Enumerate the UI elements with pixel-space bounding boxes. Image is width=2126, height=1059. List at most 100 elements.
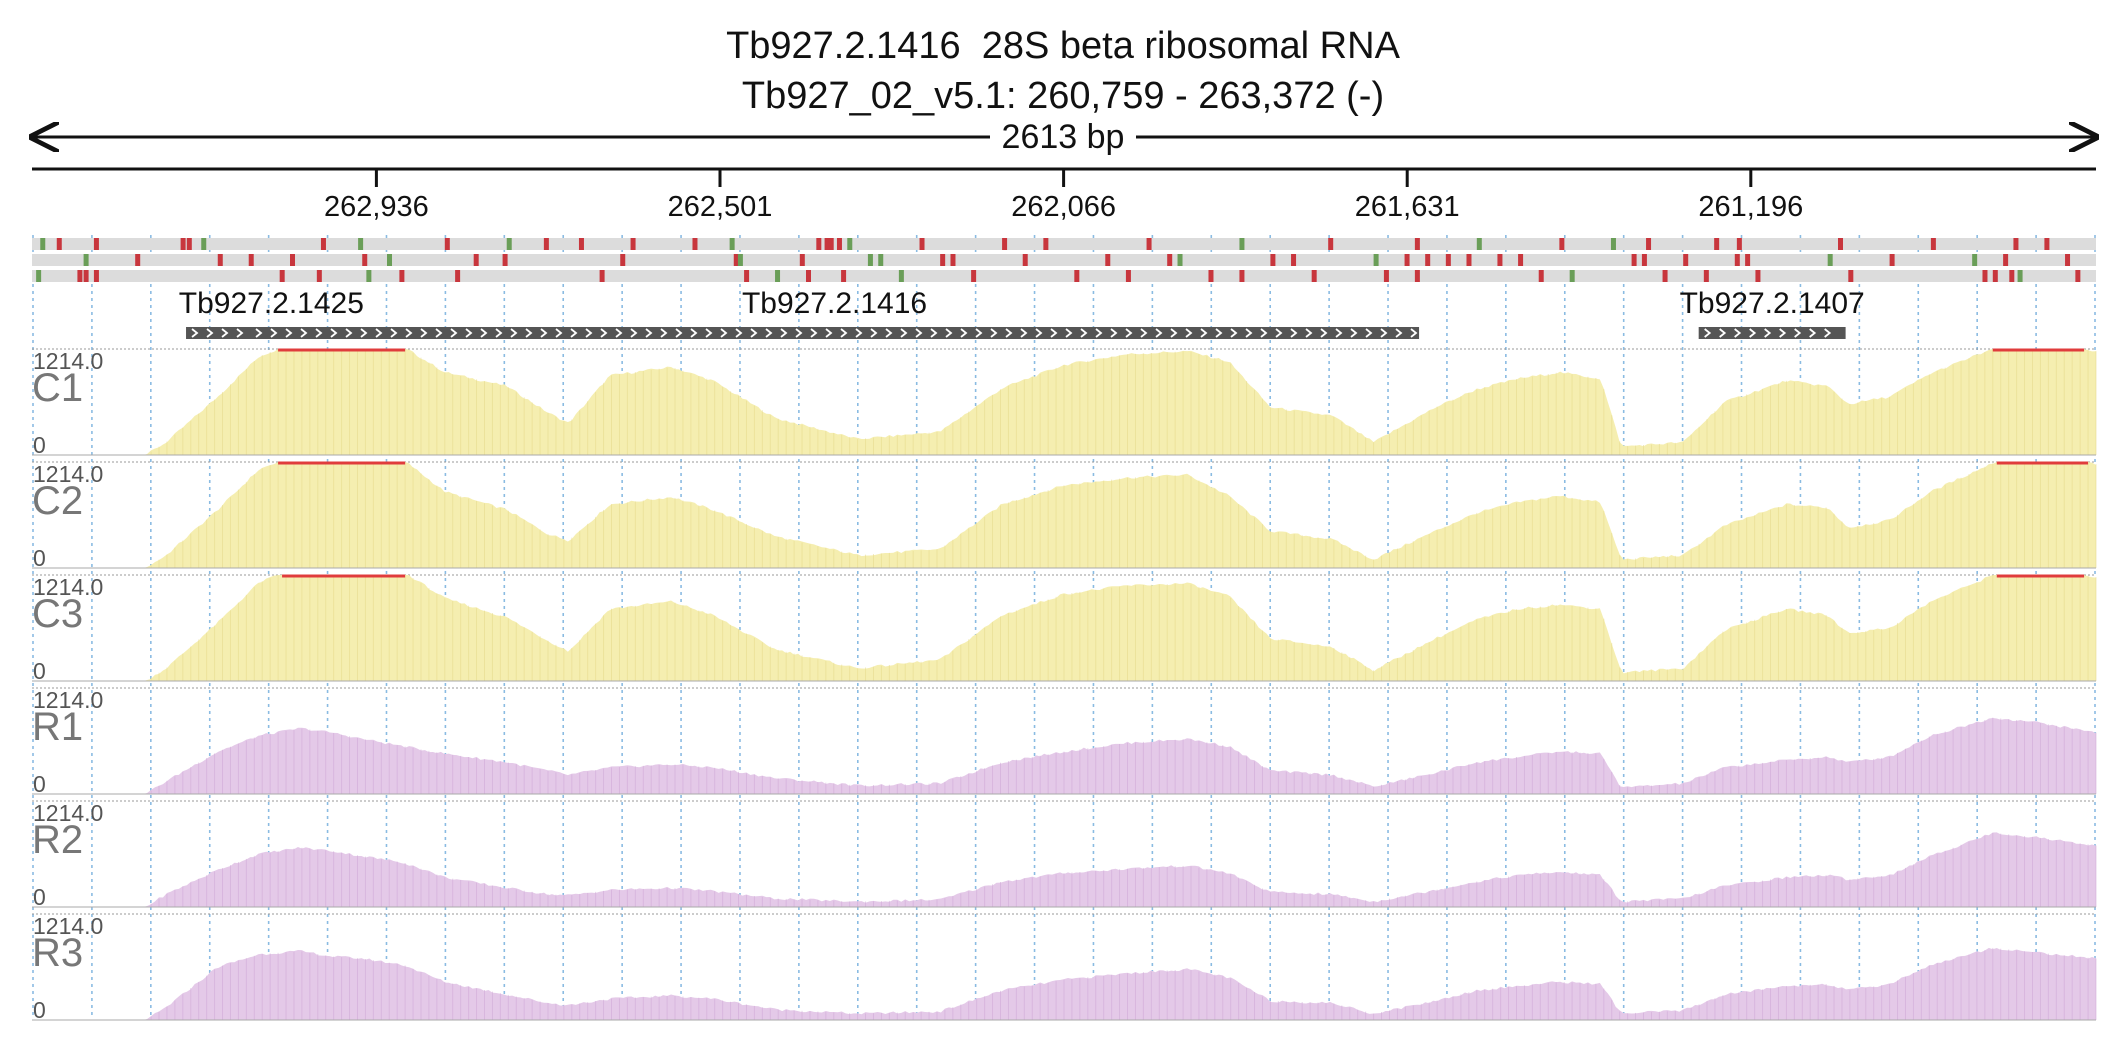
variant-mark	[1425, 254, 1431, 266]
variant-mark	[248, 254, 254, 266]
variant-mark	[799, 254, 805, 266]
gene-feature[interactable]: Tb927.2.1407	[1680, 287, 1865, 339]
variant-mark	[1291, 254, 1297, 266]
coordinate-axis: 262,936 262,501 262,066 261,631 261,196	[32, 167, 2096, 223]
variant-mark	[217, 254, 223, 266]
variant-mark	[878, 254, 884, 266]
gene-track: Tb927.2.1425 Tb927.2.1416 Tb927.2.1407	[179, 287, 1865, 339]
variant-mark	[358, 238, 364, 250]
variant-mark	[1125, 270, 1131, 282]
coverage-bar-lines	[150, 349, 2097, 455]
variant-mark	[2017, 270, 2023, 282]
variant-mark	[1022, 254, 1028, 266]
variant-mark	[1404, 254, 1410, 266]
track-name: R2	[32, 818, 83, 862]
coverage-bar-lines	[150, 717, 2097, 794]
variant-mark	[366, 270, 372, 282]
variant-mark	[1745, 254, 1751, 266]
variant-mark	[2075, 270, 2081, 282]
variant-mark	[473, 254, 479, 266]
variant-mark	[1105, 254, 1111, 266]
track-min-label: 0	[33, 432, 46, 458]
variant-mark	[320, 238, 326, 250]
variant-mark	[898, 270, 904, 282]
variant-mark	[135, 254, 141, 266]
gene-label: Tb927.2.1416	[742, 287, 927, 320]
variant-mark	[1838, 238, 1843, 250]
variant-mark	[729, 238, 735, 250]
variant-mark	[83, 254, 89, 266]
variant-mark	[2044, 238, 2050, 250]
variant-mark	[1736, 238, 1742, 250]
variant-mark	[1311, 270, 1317, 282]
variant-mark	[2003, 254, 2009, 266]
variant-mark	[40, 238, 46, 250]
variant-mark	[1146, 238, 1152, 250]
variant-mark	[387, 254, 393, 266]
variant-mark	[93, 270, 99, 282]
variant-mark	[1414, 238, 1420, 250]
variant-mark	[919, 238, 925, 250]
variant-mark	[1631, 254, 1637, 266]
variant-mark	[578, 238, 584, 250]
coverage-bar-lines	[150, 947, 2097, 1020]
variant-mark	[83, 270, 89, 282]
track-name: R3	[32, 931, 83, 975]
track-min-label: 0	[33, 771, 46, 797]
track-max-label: 1214.0	[33, 800, 103, 826]
track-min-label: 0	[33, 884, 46, 910]
variant-mark	[1930, 238, 1936, 250]
variant-mark	[1827, 254, 1833, 266]
track-max-label: 1214.0	[33, 574, 103, 600]
coverage-track-c1: 1214.0C1 0	[32, 348, 2097, 458]
track-name: C1	[32, 366, 83, 410]
figure-subtitle: Tb927_02_v5.1: 260,759 - 263,372 (-)	[742, 75, 1384, 117]
track-min-label: 0	[33, 545, 46, 571]
axis-tick-label: 261,631	[1355, 191, 1460, 223]
variant-mark	[1646, 238, 1652, 250]
variant-track-row	[32, 238, 2096, 250]
variant-mark	[1445, 254, 1451, 266]
track-max-label: 1214.0	[33, 348, 103, 374]
variant-mark	[290, 254, 295, 266]
variant-mark	[1208, 270, 1214, 282]
variant-mark	[775, 270, 781, 282]
variant-mark	[506, 238, 512, 250]
track-name: R1	[32, 705, 83, 749]
variant-mark	[444, 238, 450, 250]
variant-mark	[1074, 270, 1080, 282]
gene-feature[interactable]: Tb927.2.1416	[250, 287, 1420, 339]
variant-mark	[841, 270, 847, 282]
variant-mark	[93, 238, 99, 250]
variant-tracks	[32, 238, 2096, 282]
variant-mark	[1167, 254, 1173, 266]
variant-mark	[836, 238, 842, 250]
variant-mark	[180, 238, 186, 250]
variant-mark	[1703, 270, 1709, 282]
variant-mark	[620, 254, 626, 266]
variant-track-row	[32, 254, 2096, 266]
track-min-label: 0	[33, 997, 46, 1023]
variant-mark	[950, 254, 956, 266]
variant-track-row	[32, 270, 2096, 282]
variant-mark	[2009, 270, 2015, 282]
variant-mark	[2013, 238, 2019, 250]
variant-mark	[824, 238, 830, 250]
variant-mark	[1538, 270, 1544, 282]
variant-mark	[847, 238, 853, 250]
coverage-track-r1: 1214.0R1 0	[32, 687, 2097, 797]
variant-mark	[1992, 270, 1998, 282]
variant-mark	[1848, 270, 1854, 282]
variant-mark	[630, 238, 636, 250]
variant-mark	[1414, 270, 1420, 282]
variant-mark	[867, 254, 873, 266]
track-max-label: 1214.0	[33, 913, 103, 939]
variant-mark	[1239, 270, 1245, 282]
variant-mark	[2065, 254, 2071, 266]
strand-arrows	[1704, 328, 1832, 338]
variant-mark	[36, 270, 42, 282]
variant-mark	[1328, 238, 1334, 250]
variant-mark	[1610, 238, 1616, 250]
